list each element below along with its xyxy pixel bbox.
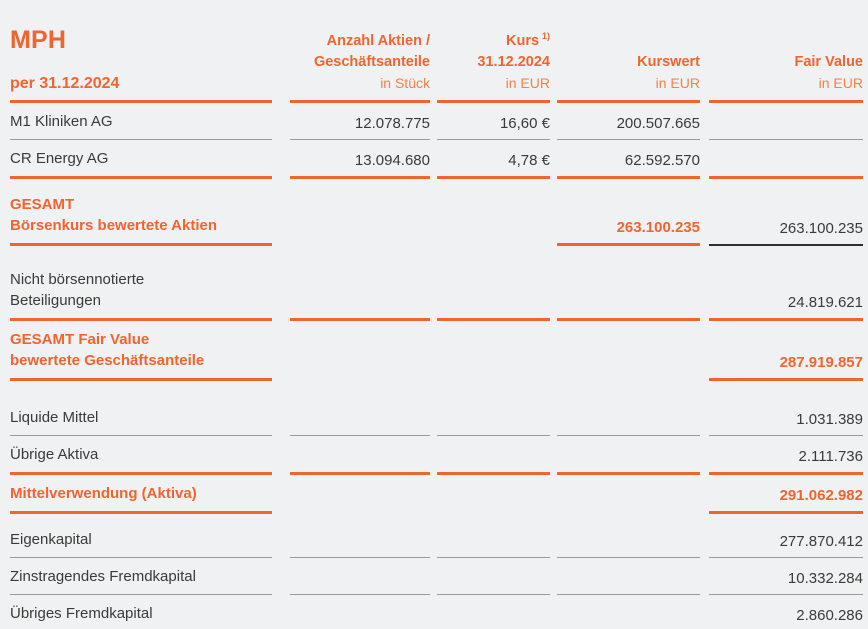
column-unit-label: in EUR	[818, 74, 863, 91]
cell-fair-value: 2.860.286	[709, 599, 863, 629]
cell-kurs	[437, 288, 550, 321]
table-row-total: GESAMT Börsenkurs bewertete Aktien 263.1…	[10, 179, 863, 246]
table-row-total: Mittelverwendung (Aktiva) 291.062.982	[10, 475, 863, 514]
row-label: GESAMT Börsenkurs bewertete Aktien	[10, 179, 272, 246]
cell-kurs	[437, 579, 550, 595]
cell-anzahl	[290, 616, 430, 629]
cell-kurs	[437, 457, 550, 475]
row-label: CR Energy AG	[10, 140, 272, 179]
row-label: Nicht börsennotierte Beteiligungen	[10, 246, 272, 321]
row-label: Liquide Mittel	[10, 381, 272, 436]
cell-fair-value: 287.919.857	[709, 346, 863, 381]
cell-kurswert: 62.592.570	[557, 144, 700, 179]
table-row: Übriges Fremdkapital 2.860.286	[10, 595, 863, 629]
cell-kurswert: 200.507.665	[557, 107, 700, 140]
cell-fair-value	[709, 124, 863, 140]
page-title: MPH	[10, 26, 67, 54]
column-header-kurswert: Kurswert in EUR	[557, 44, 700, 103]
cell-kurswert: 263.100.235	[557, 204, 700, 246]
column-unit-label: in Stück	[380, 74, 430, 91]
table-row: Nicht börsennotierte Beteiligungen 24.81…	[10, 246, 863, 321]
cell-anzahl: 12.078.775	[290, 107, 430, 140]
cell-fair-value: 10.332.284	[709, 562, 863, 595]
cell-kurs	[437, 366, 550, 381]
row-label: GESAMT Fair Value bewertete Geschäftsant…	[10, 321, 272, 381]
row-label-line2: bewertete Geschäftsanteile	[10, 351, 205, 369]
table-row: Liquide Mittel 1.031.389	[10, 381, 863, 436]
column-header-line: Kurswert	[637, 53, 700, 70]
column-header-anzahl: Anzahl Aktien / Geschäftsanteile in Stüc…	[290, 23, 430, 103]
cell-kurs: 16,60 €	[437, 107, 550, 140]
row-label-line1: GESAMT	[10, 195, 75, 213]
column-header-line: Kurs 1)	[437, 26, 550, 52]
cell-kurs	[437, 616, 550, 629]
table-row: Übrige Aktiva 2.111.736	[10, 436, 863, 475]
cell-kurswert	[557, 402, 700, 436]
column-header-line: Fair Value	[794, 53, 863, 70]
cell-anzahl	[290, 579, 430, 595]
cell-anzahl	[290, 535, 430, 558]
cell-anzahl	[290, 366, 430, 381]
cell-fair-value: 291.062.982	[709, 479, 863, 514]
cell-fair-value: 2.111.736	[709, 440, 863, 475]
cell-anzahl	[290, 457, 430, 475]
column-header-kurs-text: Kurs	[506, 32, 540, 49]
cell-kurswert	[557, 616, 700, 629]
date-label: per 31.12.2024	[10, 74, 120, 92]
table-row: CR Energy AG 13.094.680 4,78 € 62.592.57…	[10, 140, 863, 179]
cell-fair-value: 1.031.389	[709, 385, 863, 436]
cell-kurswert	[557, 499, 700, 514]
cell-fair-value: 24.819.621	[709, 271, 863, 321]
column-header-fair-value: Fair Value in EUR	[709, 44, 863, 103]
table-title-block: MPH per 31.12.2024	[10, 18, 272, 103]
cell-kurs: 4,78 €	[437, 144, 550, 179]
cell-kurswert	[557, 366, 700, 381]
column-unit-label: in EUR	[655, 74, 700, 91]
cell-anzahl	[290, 224, 430, 246]
row-label-line1: GESAMT Fair Value	[10, 330, 150, 348]
cell-kurswert	[557, 579, 700, 595]
cell-anzahl	[290, 288, 430, 321]
table-row: M1 Kliniken AG 12.078.775 16,60 € 200.50…	[10, 103, 863, 140]
table-row: Zinstragendes Fremdkapital 10.332.284	[10, 558, 863, 595]
cell-kurswert	[557, 535, 700, 558]
column-unit-label: in EUR	[505, 74, 550, 91]
cell-anzahl	[290, 499, 430, 514]
row-label-line2: Börsenkurs bewertete Aktien	[10, 216, 218, 234]
cell-kurswert	[557, 288, 700, 321]
cell-kurs	[437, 402, 550, 436]
cell-fair-value: 263.100.235	[709, 205, 863, 246]
cell-fair-value: 277.870.412	[709, 518, 863, 558]
cell-kurs	[437, 535, 550, 558]
row-label: Übrige Aktiva	[10, 436, 272, 475]
cell-anzahl	[290, 402, 430, 436]
row-label-line2: Beteiligungen	[10, 291, 101, 309]
row-label: Mittelverwendung (Aktiva)	[10, 475, 272, 514]
row-label: Zinstragendes Fremdkapital	[10, 558, 272, 595]
column-header-kurs: Kurs 1) 31.12.2024 in EUR	[437, 18, 550, 103]
row-label: M1 Kliniken AG	[10, 103, 272, 140]
cell-kurs	[437, 499, 550, 514]
footnote-marker: 1)	[541, 31, 550, 41]
column-header-line: Geschäftsanteile	[313, 53, 430, 70]
row-label-line1: Nicht börsennotierte	[10, 270, 145, 288]
column-header-line: Anzahl Aktien /	[326, 32, 430, 49]
row-label: Übriges Fremdkapital	[10, 595, 272, 629]
row-label: Eigenkapital	[10, 514, 272, 558]
cell-kurswert	[557, 457, 700, 475]
cell-fair-value	[709, 161, 863, 179]
cell-anzahl: 13.094.680	[290, 144, 430, 179]
cell-kurs	[437, 224, 550, 246]
table-row: Eigenkapital 277.870.412	[10, 514, 863, 558]
table-row-total: GESAMT Fair Value bewertete Geschäftsant…	[10, 321, 863, 381]
table-header-row: MPH per 31.12.2024 Anzahl Aktien / Gesch…	[10, 18, 863, 103]
column-header-line: 31.12.2024	[477, 53, 550, 70]
